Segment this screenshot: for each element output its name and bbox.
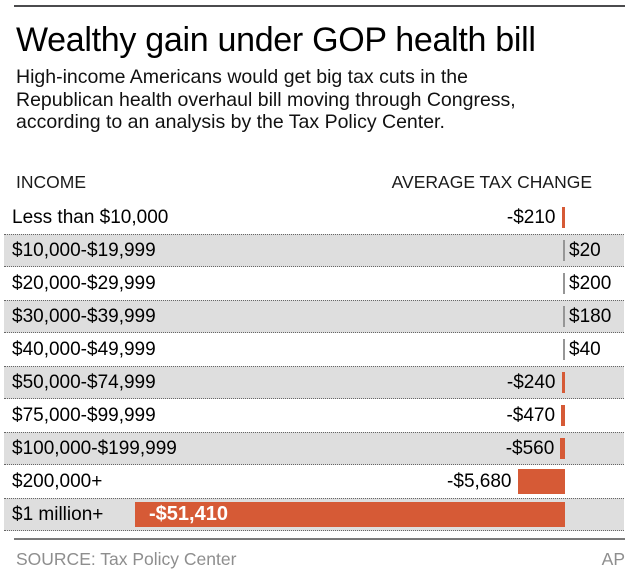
table-row: $40,000-$49,999 $40	[4, 333, 624, 366]
income-bracket-label: $50,000-$74,999	[12, 371, 156, 393]
tax-change-bar	[560, 438, 565, 459]
subtitle-line: Republican health overhaul bill moving t…	[16, 88, 516, 111]
tax-change-value: -$240	[506, 371, 556, 393]
income-bracket-label: $30,000-$39,999	[12, 305, 156, 327]
tax-change-bar	[562, 339, 565, 360]
tax-change-value: -$5,680	[447, 470, 512, 492]
tax-change-value: -$210	[506, 206, 556, 228]
table-row: $200,000+ -$5,680	[4, 465, 624, 498]
income-bracket-label: Less than $10,000	[12, 206, 169, 228]
income-bracket-label: $20,000-$29,999	[12, 272, 156, 294]
table-row: $100,000-$199,999 -$560	[4, 432, 624, 465]
tax-change-column-header: AVERAGE TAX CHANGE	[391, 172, 592, 192]
tax-change-bar	[562, 306, 565, 327]
subtitle-line: according to an analysis by the Tax Poli…	[16, 111, 445, 133]
tax-change-value: -$470	[506, 404, 556, 426]
table-row: $10,000-$19,999 $20	[4, 234, 624, 267]
tax-change-value: $40	[569, 338, 601, 360]
income-bracket-label: $100,000-$199,999	[12, 437, 177, 459]
income-column-header: INCOME	[16, 172, 86, 192]
subtitle-line: High-income Americans would get big tax …	[16, 66, 468, 88]
ap-credit: AP	[601, 549, 625, 569]
tax-change-value: -$51,410	[149, 503, 228, 525]
page-title: Wealthy gain under GOP health bill	[16, 21, 536, 59]
tax-change-bar	[517, 469, 565, 494]
income-bracket-label: $10,000-$19,999	[12, 239, 156, 261]
table-row: $1 million+ -$51,410	[4, 498, 624, 531]
bar-chart: Less than $10,000 -$210 $10,000-$19,999 …	[4, 201, 624, 531]
source-credit: SOURCE: Tax Policy Center	[16, 549, 237, 569]
subtitle: High-income Americans would get big tax …	[16, 66, 516, 134]
tax-change-bar	[561, 372, 565, 393]
income-bracket-label: $40,000-$49,999	[12, 338, 156, 360]
income-bracket-label: $1 million+	[12, 503, 104, 525]
table-row: $20,000-$29,999 $200	[4, 267, 624, 300]
table-row: Less than $10,000 -$210	[4, 201, 624, 234]
top-rule	[14, 5, 625, 7]
tax-change-value: $20	[569, 239, 601, 261]
tax-change-value: $200	[569, 272, 612, 294]
income-bracket-label: $200,000+	[12, 470, 103, 492]
table-row: $50,000-$74,999 -$240	[4, 366, 624, 399]
tax-change-bar	[561, 405, 565, 426]
table-row: $30,000-$39,999 $180	[4, 300, 624, 333]
column-headers: INCOME AVERAGE TAX CHANGE	[0, 172, 640, 192]
tax-change-bar	[562, 240, 565, 261]
income-bracket-label: $75,000-$99,999	[12, 404, 156, 426]
footer-rule	[14, 538, 625, 540]
table-row: $75,000-$99,999 -$470	[4, 399, 624, 432]
tax-change-bar	[562, 273, 565, 294]
tax-change-value: -$560	[505, 437, 555, 459]
tax-change-bar	[561, 207, 565, 228]
tax-change-value: $180	[569, 305, 612, 327]
tax-change-bar	[135, 502, 565, 527]
